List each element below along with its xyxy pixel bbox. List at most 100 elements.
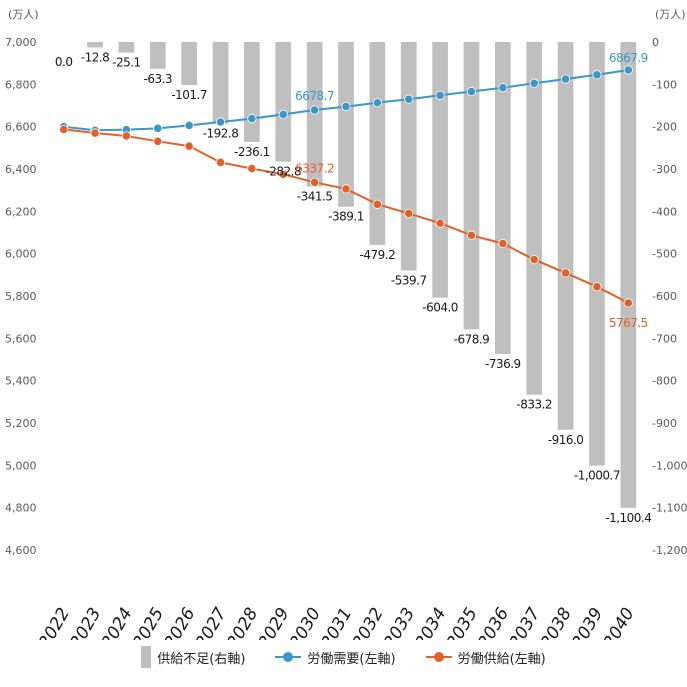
point-demand: [435, 90, 445, 100]
left-tick-label: 6,800: [5, 78, 37, 91]
bar-shortage: [87, 42, 103, 48]
left-tick-label: 6,400: [5, 163, 37, 176]
bar-shortage: [181, 42, 197, 86]
point-supply: [90, 128, 100, 138]
right-tick-label: -200: [652, 121, 677, 134]
bar-shortage: [149, 42, 166, 69]
point-demand: [560, 74, 571, 84]
bar-shortage: [463, 42, 480, 330]
right-axis-unit: (万人): [655, 8, 686, 21]
x-tick-label: 2033: [380, 605, 419, 641]
line-annotation: 6678.7: [295, 89, 334, 103]
bar-value-label: 0.0: [55, 55, 73, 69]
left-tick-label: 4,600: [5, 544, 37, 557]
point-supply: [372, 199, 382, 209]
right-tick-label: -700: [652, 332, 677, 345]
left-tick-label: 5,000: [5, 459, 37, 472]
point-supply: [341, 184, 351, 194]
bar-shortage: [212, 42, 229, 124]
x-tick-label: 2037: [506, 604, 545, 640]
left-tick-label: 6,600: [5, 121, 37, 134]
point-demand: [247, 114, 257, 124]
point-demand: [623, 65, 633, 75]
bar-value-label: -12.8: [81, 50, 110, 64]
point-demand: [153, 123, 163, 133]
bar-value-label: -539.7: [391, 273, 427, 287]
legend-swatch-shortage: [141, 646, 152, 668]
legend-label-shortage: 供給不足(右軸): [157, 651, 246, 667]
bar-shortage: [432, 42, 448, 298]
point-demand: [466, 86, 477, 97]
bar-value-label: -101.7: [171, 88, 207, 102]
right-tick-label: -100: [652, 78, 677, 91]
point-demand: [529, 78, 539, 88]
bar-shortage: [589, 42, 605, 466]
x-tick-label: 2024: [98, 605, 137, 641]
x-tick-label: 2025: [129, 605, 168, 641]
bar-value-label: -736.9: [485, 357, 521, 371]
x-tick-label: 2030: [286, 605, 325, 641]
bar-value-label: -389.1: [328, 210, 364, 224]
left-tick-label: 5,400: [5, 375, 37, 388]
right-tick-label: -1,000: [652, 459, 687, 472]
bar-value-label: -341.5: [297, 190, 333, 204]
bar-value-label: -236.1: [234, 145, 270, 159]
right-tick-label: -800: [652, 375, 677, 388]
legend-swatch-supply: [425, 652, 452, 662]
point-supply: [404, 208, 414, 219]
bar-shortage: [400, 42, 417, 271]
point-supply: [466, 230, 477, 240]
bar-value-label: -604.0: [422, 301, 458, 315]
point-supply: [121, 131, 132, 141]
right-tick-label: -1,200: [652, 544, 687, 557]
x-tick-label: 2022: [35, 605, 74, 641]
point-demand: [372, 98, 382, 108]
x-tick-label: 2023: [66, 605, 105, 641]
x-tick-label: 2038: [537, 604, 576, 640]
x-tick-label: 2040: [600, 605, 639, 641]
point-demand: [310, 105, 320, 115]
left-axis-unit: (万人): [8, 8, 39, 21]
line-annotation: 6867.9: [609, 51, 648, 65]
bar-value-label: -63.3: [144, 72, 173, 86]
point-supply: [153, 136, 163, 146]
right-tick-label: -300: [652, 163, 677, 176]
point-demand: [498, 83, 508, 93]
bar-shortage: [557, 42, 574, 430]
point-supply: [278, 169, 288, 179]
bar-shortage: [620, 42, 637, 508]
point-demand: [278, 109, 288, 119]
legend-swatch-demand: [275, 652, 302, 662]
legend: 供給不足(右軸) 労働需要(左軸) 労働供給(左軸): [0, 646, 687, 668]
left-tick-label: 6,200: [5, 205, 37, 218]
x-tick-label: 2034: [411, 605, 450, 641]
left-tick-label: 5,800: [5, 290, 37, 303]
left-tick-label: 7,000: [5, 36, 37, 49]
point-supply: [560, 268, 571, 278]
legend-label-supply: 労働供給(左軸): [457, 651, 546, 667]
point-supply: [310, 177, 320, 187]
left-tick-label: 5,600: [5, 332, 37, 345]
right-tick-label: -500: [652, 248, 677, 261]
x-tick-label: 2027: [192, 604, 231, 640]
bar-value-label: -479.2: [360, 248, 396, 262]
x-tick-label: 2035: [443, 605, 482, 641]
right-tick-label: -1,100: [652, 502, 687, 515]
legend-label-demand: 労働需要(左軸): [307, 651, 396, 667]
bar-shortage: [338, 42, 354, 207]
point-supply: [435, 218, 445, 228]
bar-value-label: -1,000.7: [574, 469, 620, 483]
right-tick-label: -600: [652, 290, 677, 303]
bar-shortage: [118, 42, 135, 53]
right-tick-label: 0: [652, 36, 659, 49]
bar-value-label: -916.0: [548, 433, 584, 447]
point-supply: [184, 141, 194, 151]
point-supply: [59, 124, 69, 135]
point-demand: [341, 101, 351, 112]
x-tick-label: 2028: [223, 604, 262, 640]
x-tick-label: 2032: [349, 605, 388, 641]
point-supply: [215, 157, 226, 168]
bar-value-label: -282.8: [265, 165, 301, 179]
legend-item-shortage: 供給不足(右軸): [141, 646, 245, 668]
